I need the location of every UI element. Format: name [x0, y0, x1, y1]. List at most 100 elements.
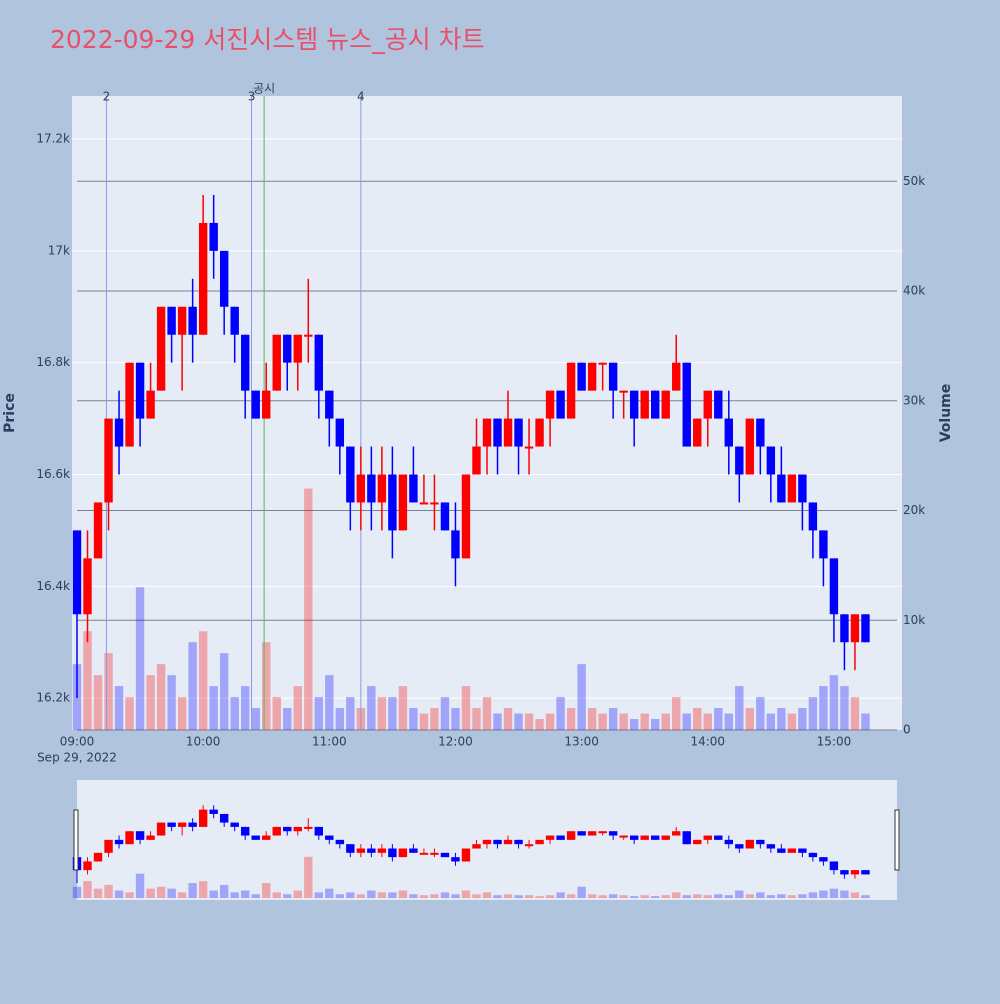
candle-body [440, 502, 450, 531]
candle-body [493, 418, 502, 447]
slider-volume-bar [693, 894, 702, 898]
y2-tick-label: 20k [903, 503, 925, 517]
slider-volume-bar [651, 896, 660, 898]
volume-bar [608, 708, 618, 730]
slider-candle-body [619, 835, 628, 838]
volume-bar [840, 686, 849, 730]
candle-body [861, 614, 870, 643]
x-tick-label: 15:00 [817, 735, 852, 749]
slider-volume-bar [503, 894, 513, 898]
slider-volume-bar [566, 894, 576, 898]
candle-body [661, 390, 670, 419]
volume-bar [577, 664, 586, 730]
slider-candle-body [304, 826, 313, 829]
volume-bar [188, 642, 197, 730]
candle-body [798, 474, 807, 503]
volume-bar [251, 708, 260, 730]
candle-body [377, 474, 387, 503]
volume-bar [241, 686, 250, 730]
y2-tick-label: 50k [903, 174, 925, 188]
slider-volume-bar [114, 890, 124, 898]
volume-bar [714, 708, 723, 730]
slider-candle-body [587, 831, 597, 836]
slider-candle-body [514, 839, 523, 845]
volume-bar [419, 713, 429, 730]
slider-candle-body [283, 826, 292, 832]
volume-bar [535, 719, 544, 730]
candle-body [566, 362, 576, 419]
volume-bar [283, 708, 292, 730]
slider-volume-bar [167, 888, 176, 898]
slider-candle-body [346, 844, 355, 853]
volume-bar [766, 713, 776, 730]
volume-bar [777, 708, 786, 730]
slider-volume-bar [714, 894, 723, 898]
slider-handle-right[interactable] [894, 809, 900, 871]
slider-candle-body [430, 852, 439, 855]
slider-candle-body [125, 831, 134, 845]
slider-candle-body [598, 831, 607, 834]
slider-candle-body [388, 848, 397, 858]
candle-body [156, 306, 166, 391]
slider-candle-body [524, 844, 534, 847]
candle-body [388, 474, 397, 531]
slider-candle-body [198, 809, 208, 827]
volume-bar [451, 708, 460, 730]
slider-candle-body [493, 839, 502, 845]
slider-volume-bar [241, 890, 250, 898]
candle-body [283, 334, 292, 363]
volume-bar [798, 708, 807, 730]
slider-candle-body [777, 848, 786, 853]
slider-volume-bar [640, 895, 649, 898]
slider-candle-body [440, 852, 450, 858]
slider-candle-body [808, 852, 818, 858]
slider-candle-body [325, 835, 334, 840]
candle-body [850, 614, 860, 643]
volume-bar [861, 713, 870, 730]
candle-body [135, 362, 145, 419]
slider-volume-bar [808, 892, 818, 898]
slider-candle-body [577, 831, 586, 836]
volume-bar [104, 653, 113, 730]
volume-bar [314, 697, 323, 730]
slider-volume-bar [461, 890, 471, 898]
candle-body [325, 390, 334, 419]
slider-candle-body [451, 857, 460, 862]
slider-volume-bar [283, 894, 292, 898]
volume-bar [514, 713, 523, 730]
slider-candle-body [135, 831, 145, 840]
slider-candle-body [167, 822, 176, 827]
candle-body [682, 362, 691, 447]
y-tick-label: 16.2k [36, 691, 70, 705]
volume-bar [745, 708, 755, 730]
volume-bar [125, 697, 134, 730]
candle-body [125, 362, 134, 447]
slider-candle-body [293, 826, 302, 832]
candle-body [430, 502, 439, 505]
volume-bar [367, 686, 376, 730]
volume-bar [430, 708, 439, 730]
slider-volume-bar [419, 895, 429, 898]
candle-body [93, 502, 103, 559]
y-tick-label: 16.8k [36, 355, 70, 369]
slider-candle-body [535, 839, 544, 845]
event-label: 4 [357, 90, 365, 104]
slider-candle-body [840, 870, 849, 875]
slider-volume-bar [314, 892, 323, 898]
slider-candle-body [703, 835, 712, 840]
volume-bar [661, 713, 670, 730]
slider-handle-left[interactable] [73, 809, 79, 871]
slider-candle-body [209, 809, 218, 814]
slider-candle-body [503, 839, 513, 845]
volume-bar [524, 713, 534, 730]
volume-bar [640, 713, 649, 730]
candle-body [356, 474, 366, 503]
slider-volume-bar [619, 895, 628, 898]
volume-bar [388, 697, 397, 730]
volume-bar [587, 708, 597, 730]
volume-bar [651, 719, 660, 730]
slider-volume-bar [556, 892, 565, 898]
volume-bar [93, 675, 103, 730]
slider-candle-body [93, 852, 103, 862]
volume-bar [619, 713, 628, 730]
